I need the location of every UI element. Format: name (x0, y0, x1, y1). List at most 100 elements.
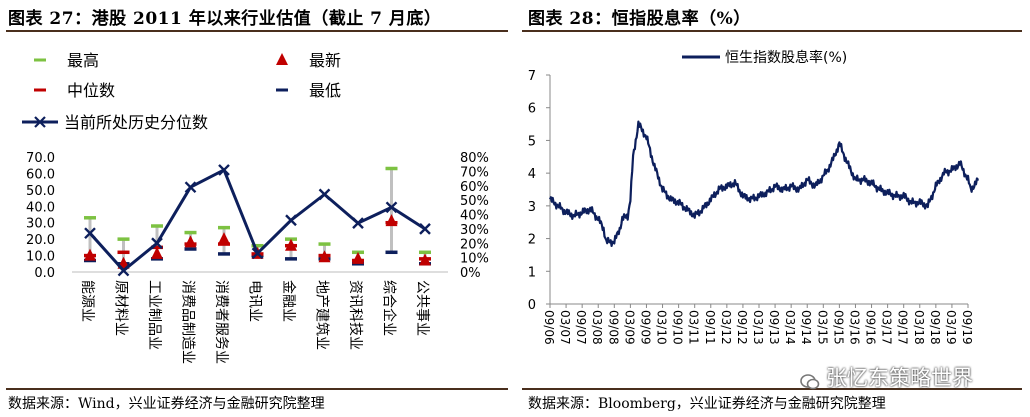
percentile-point (251, 247, 264, 260)
legend-label: 最新 (309, 51, 341, 70)
x-tick-label: 03/12 (719, 310, 733, 345)
percentile-point (285, 214, 297, 227)
x-tick-label: 09/14 (799, 310, 813, 345)
legend-label: 恒生指数股息率(%) (725, 49, 847, 66)
x-tick-label: 03/14 (783, 310, 797, 345)
y-right-tick-label: 40% (460, 209, 489, 224)
y-tick-label: 2 (528, 233, 536, 248)
x-tick-label: 09/08 (606, 310, 620, 345)
y-right-tick-label: 0% (460, 266, 481, 281)
y-right-tick-label: 50% (460, 194, 489, 209)
percentile-point (117, 264, 130, 277)
legend-marker (34, 116, 46, 128)
wechat-icon (800, 371, 820, 390)
left-panel-title: 图表 27：港股 2011 年以来行业估值（截止 7 月底） (8, 9, 442, 29)
dividend-yield-line (548, 120, 979, 247)
percentile-point (184, 181, 197, 194)
y-tick-label: 7 (528, 69, 536, 84)
right-source-rule (522, 388, 1022, 390)
legend-label: 最低 (309, 81, 341, 100)
legend-item-2: 最新 (276, 51, 341, 70)
y-left-tick-label: 10.0 (26, 250, 55, 265)
x-tick-label: 03/07 (558, 310, 572, 345)
watermark-text: 张忆东策略世界 (826, 366, 973, 390)
x-category-label: 电讯业 (247, 280, 263, 322)
x-tick-label: 03/10 (655, 310, 669, 345)
x-category-label: 工业制品业 (146, 280, 162, 350)
y-tick-label: 6 (528, 102, 536, 117)
latest-marker (184, 235, 197, 248)
y-left-tick-label: 70.0 (26, 151, 55, 166)
latest-marker (419, 253, 431, 266)
y-left-tick-label: 60.0 (26, 167, 55, 182)
y-tick-label: 5 (528, 134, 536, 149)
legend-swatch (276, 53, 288, 65)
latest-marker (84, 248, 96, 261)
y-right-tick-label: 10% (460, 252, 489, 267)
x-tick-label: 09/10 (671, 310, 685, 345)
y-tick-label: 0 (528, 298, 536, 313)
percentile-point (84, 227, 96, 240)
x-category-label: 能源业 (79, 280, 95, 322)
x-tick-label: 09/13 (767, 310, 781, 345)
x-tick-label: 09/19 (960, 310, 974, 345)
percentile-point (218, 164, 230, 176)
left-title-rule (6, 30, 508, 32)
legend-label: 中位数 (67, 81, 115, 100)
right-panel-title: 图表 28：恒指股息率（%） (528, 9, 751, 29)
y-left-tick-label: 30.0 (26, 217, 55, 232)
right-title-rule (522, 30, 1022, 32)
latest-marker (285, 238, 297, 251)
percentile-point (419, 223, 431, 235)
percentile-point (318, 188, 331, 201)
legend-item-4: 最低 (276, 81, 341, 100)
x-tick-label: 09/09 (638, 310, 652, 345)
x-category-label: 地产建筑业 (314, 280, 330, 350)
x-tick-label: 03/19 (944, 310, 958, 345)
x-tick-label: 09/07 (574, 310, 588, 345)
x-tick-label: 03/17 (880, 310, 894, 345)
latest-marker (385, 214, 398, 227)
latest-marker (151, 246, 163, 259)
x-tick-label: 09/06 (542, 310, 556, 345)
y-tick-label: 1 (528, 265, 536, 280)
x-tick-label: 09/18 (928, 310, 942, 345)
y-tick-label: 3 (528, 200, 536, 215)
x-category-label: 公共事业 (414, 280, 430, 336)
y-right-tick-label: 70% (460, 165, 489, 180)
x-tick-label: 03/11 (687, 310, 701, 345)
latest-marker (218, 232, 230, 245)
legend-item-1: 最高 (34, 51, 99, 70)
y-left-tick-label: 50.0 (26, 184, 55, 199)
x-tick-label: 03/09 (622, 310, 636, 345)
x-category-label: 综合企业 (381, 280, 398, 336)
x-category-label: 资讯科技业 (347, 280, 363, 350)
watermark: 张忆东策略世界 (800, 362, 973, 392)
y-right-tick-label: 80% (460, 151, 489, 166)
y-right-tick-label: 60% (460, 180, 489, 195)
percentile-point (352, 217, 364, 229)
x-category-label: 消费品制造业 (180, 280, 196, 364)
left-source-rule (6, 388, 508, 390)
x-tick-label: 03/18 (912, 310, 926, 345)
right-source-note: 数据来源：Bloomberg，兴业证券经济与金融研究院整理 (528, 396, 886, 412)
left-source-note: 数据来源：Wind，兴业证券经济与金融研究院整理 (8, 396, 325, 412)
x-tick-label: 03/08 (590, 310, 604, 345)
x-tick-label: 03/16 (847, 310, 861, 345)
legend-label: 最高 (67, 51, 99, 70)
percentile-point (385, 201, 398, 214)
x-tick-label: 03/15 (815, 310, 829, 345)
x-tick-label: 09/15 (831, 310, 845, 345)
latest-marker (352, 251, 364, 264)
x-tick-label: 09/11 (703, 310, 717, 345)
y-right-tick-label: 30% (460, 223, 489, 238)
x-tick-label: 09/16 (864, 310, 878, 345)
latest-marker (318, 250, 331, 263)
x-tick-label: 09/17 (896, 310, 910, 345)
percentile-point (151, 237, 163, 250)
y-tick-label: 4 (528, 167, 536, 182)
y-left-tick-label: 0.0 (34, 266, 55, 281)
x-category-label: 金融业 (280, 280, 296, 322)
